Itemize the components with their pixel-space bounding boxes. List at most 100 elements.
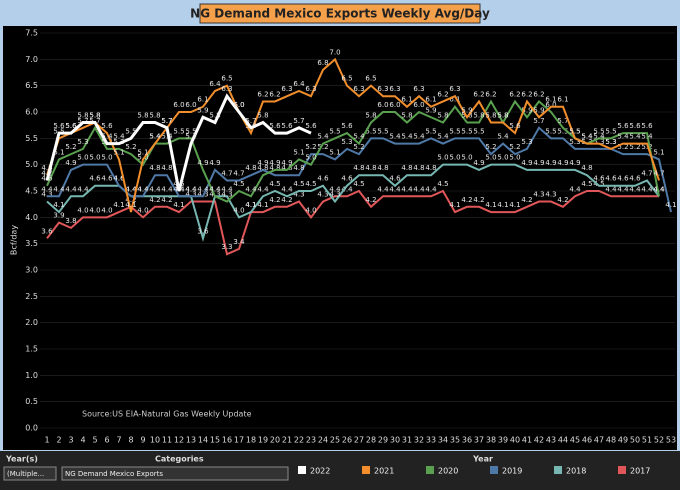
data-label: 5.4 <box>581 133 593 141</box>
data-label: 4.9 <box>197 159 208 167</box>
data-label: 5.6 <box>281 122 293 130</box>
data-label: 5.8 <box>437 112 448 120</box>
data-label: 4.6 <box>605 175 617 183</box>
title-box <box>199 3 481 24</box>
data-label: 4.2 <box>461 196 472 204</box>
data-label: 4.5 <box>581 180 592 188</box>
data-label: 5.4 <box>629 133 641 141</box>
data-label: 4.6 <box>617 175 629 183</box>
data-label: 4.4 <box>209 185 221 193</box>
data-label: 7.0 <box>329 48 340 56</box>
data-label: 4.6 <box>113 175 125 183</box>
data-label: 6.2 <box>437 90 448 98</box>
data-label: 4.4 <box>221 185 233 193</box>
data-label: 5.0 <box>485 154 496 162</box>
data-label: 5.0 <box>449 154 460 162</box>
data-label: 4.1 <box>665 201 676 209</box>
data-label: 4.8 <box>149 164 160 172</box>
x-tick-label: 8 <box>128 436 133 445</box>
data-label: 4.9 <box>533 159 544 167</box>
data-label: 5.8 <box>365 112 376 120</box>
filter-dropdown[interactable] <box>3 466 57 481</box>
filter-value[interactable]: NG Demand Mexico Exports <box>65 470 163 478</box>
x-tick-label: 23 <box>306 436 316 445</box>
data-label: 5.0 <box>509 154 520 162</box>
x-tick-label: 46 <box>582 436 592 445</box>
data-label: 4.3 <box>41 191 52 199</box>
data-label: 4.4 <box>257 185 269 193</box>
x-tick-label: 28 <box>366 436 376 445</box>
data-label: 6.2 <box>533 90 544 98</box>
data-label: 4.4 <box>209 185 221 193</box>
data-label: 4.4 <box>149 185 161 193</box>
data-label: 4.2 <box>149 196 160 204</box>
data-label: 5.2 <box>353 143 364 151</box>
x-tick-label: 29 <box>378 436 388 445</box>
data-label: 4.5 <box>173 180 184 188</box>
data-label: 4.9 <box>269 159 280 167</box>
data-label: 4.4 <box>137 185 149 193</box>
data-label: 4.0 <box>137 206 148 214</box>
data-label: 4.8 <box>257 164 268 172</box>
data-label: 4.3 <box>185 191 196 199</box>
data-label: 5.5 <box>593 127 604 135</box>
x-tick-label: 36 <box>462 436 472 445</box>
data-label: 5.1 <box>137 148 148 156</box>
data-label: 6.0 <box>413 101 424 109</box>
y-tick-label: 5.5 <box>25 134 38 143</box>
data-label: 4.2 <box>557 196 568 204</box>
data-label: 5.7 <box>161 117 172 125</box>
data-label: 4.7 <box>641 169 652 177</box>
x-tick-label: 24 <box>318 436 328 445</box>
data-label: 4.8 <box>281 164 292 172</box>
data-label: 4.5 <box>353 180 364 188</box>
data-label: 4.4 <box>125 185 137 193</box>
y-tick-label: 3.5 <box>25 239 38 248</box>
data-label: 4.6 <box>89 175 101 183</box>
data-label: 5.0 <box>101 154 112 162</box>
data-label: 4.0 <box>89 206 100 214</box>
y-tick-label: 0.0 <box>25 424 38 433</box>
filter-value[interactable]: (Multiple... <box>7 470 44 478</box>
x-tick-label: 13 <box>186 436 196 445</box>
data-label: 6.2 <box>485 90 496 98</box>
data-label: 5.5 <box>545 127 556 135</box>
data-label: 6.3 <box>353 85 364 93</box>
data-label: 5.5 <box>377 127 388 135</box>
data-label: 4.1 <box>497 201 508 209</box>
chart-title: NG Demand Mexico Exports Weekly Avg/Day <box>190 7 490 21</box>
x-tick-label: 30 <box>390 436 400 445</box>
data-label: 5.2 <box>65 143 76 151</box>
data-label: 4.3 <box>329 191 340 199</box>
series-line <box>46 99 660 203</box>
data-label: 5.7 <box>533 117 544 125</box>
data-label: 4.2 <box>125 196 136 204</box>
data-label: 6.5 <box>365 75 376 83</box>
data-label: 4.7 <box>41 169 52 177</box>
data-label: 4.1 <box>173 201 184 209</box>
data-label: 6.3 <box>389 85 400 93</box>
x-tick-label: 33 <box>426 436 436 445</box>
data-label: 5.8 <box>89 112 100 120</box>
data-label: 4.3 <box>533 191 544 199</box>
x-tick-label: 15 <box>210 436 220 445</box>
data-label: 4.8 <box>293 164 304 172</box>
x-tick-label: 10 <box>150 436 160 445</box>
data-label: 5.2 <box>485 143 496 151</box>
data-label: 4.8 <box>365 164 376 172</box>
data-label: 5.3 <box>521 138 532 146</box>
data-label: 4.9 <box>569 159 580 167</box>
data-label: 4.4 <box>413 185 425 193</box>
x-tick-label: 18 <box>246 436 256 445</box>
data-label: 4.4 <box>425 185 437 193</box>
data-label: 4.8 <box>41 164 52 172</box>
filter-dropdown[interactable] <box>61 466 289 481</box>
data-label: 5.3 <box>605 138 616 146</box>
data-label: 6.1 <box>425 96 436 104</box>
data-label: 5.6 <box>65 122 77 130</box>
data-label: 4.5 <box>593 180 604 188</box>
data-label: 5.6 <box>269 122 281 130</box>
data-label: 5.9 <box>197 106 208 114</box>
data-label: 5.5 <box>425 127 436 135</box>
data-label: 5.8 <box>137 112 148 120</box>
